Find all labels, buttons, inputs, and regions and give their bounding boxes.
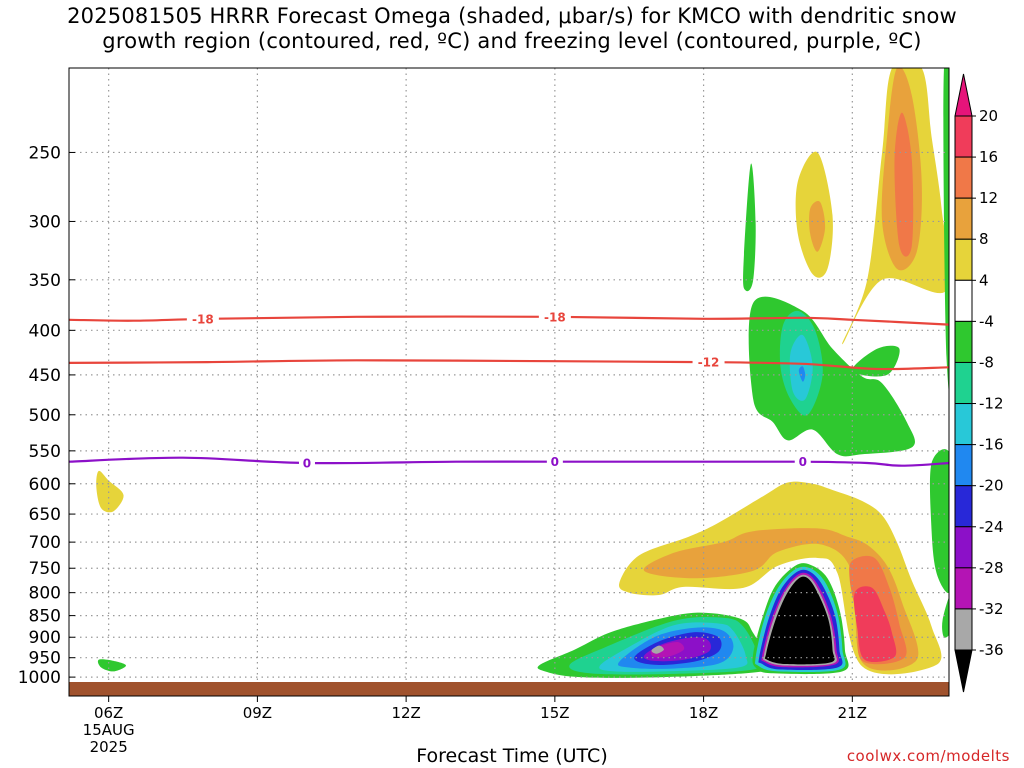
omega-region-33 — [764, 576, 835, 665]
y-tick-label-750: 750 — [29, 559, 61, 579]
colorbar-bin-4 — [954, 279, 973, 322]
colorbar-label-9: -20 — [979, 477, 1004, 495]
omega-region-17 — [643, 528, 919, 671]
y-tick-label-650: 650 — [29, 505, 61, 525]
omega-region-5 — [743, 163, 756, 292]
omega-region-4 — [809, 200, 826, 252]
freezing-contour-0-label-bg-0 — [298, 455, 315, 472]
omega-region-13 — [798, 366, 806, 382]
omega-region-15 — [97, 659, 126, 672]
colorbar-bin-12 — [954, 608, 973, 651]
dgz-contour-0-label-1: -18 — [544, 310, 566, 324]
ground-bar — [69, 682, 949, 696]
temperature-contours: -18 -18 -12 0 0 0 — [69, 308, 949, 472]
dgz-contour-0-label-bg-0 — [186, 310, 219, 327]
colorbar-over-triangle — [954, 73, 973, 117]
y-tick-label-250: 250 — [29, 143, 61, 163]
title-line-2: growth region (contoured, red, ºC) and f… — [102, 29, 922, 53]
x-year-label: 2025 — [90, 738, 128, 756]
colorbar-bin-1 — [954, 156, 973, 199]
colorbar-label-4: 4 — [979, 271, 989, 289]
colorbar-label-12: -32 — [979, 600, 1004, 618]
y-axis: 2503003504004505005506006507007508008509… — [18, 143, 75, 688]
colorbar-bin-3 — [954, 238, 973, 281]
y-tick-label-350: 350 — [29, 271, 61, 291]
title-line-1: 2025081505 HRRR Forecast Omega (shaded, … — [67, 4, 957, 28]
omega-region-14 — [96, 470, 124, 513]
omega-region-6 — [943, 68, 949, 395]
credit-link[interactable]: coolwx.com/modelts — [846, 747, 1010, 765]
y-tick-label-600: 600 — [29, 475, 61, 495]
plot-frame — [68, 67, 950, 697]
y-tick-label-700: 700 — [29, 533, 61, 553]
freezing-contour-0-label-1: 0 — [551, 455, 559, 469]
colorbar-label-3: 8 — [979, 230, 989, 248]
freezing-contour-0-label-bg-1 — [546, 453, 563, 470]
freezing-contour-0-label-bg-2 — [794, 453, 811, 470]
freezing-contour-0-label-0: 0 — [303, 457, 311, 471]
colorbar-bin-9 — [954, 485, 973, 528]
colorbar-bin-8 — [954, 444, 973, 487]
x-date-label: 15AUG — [83, 721, 135, 739]
omega-region-2 — [894, 112, 914, 257]
freezing-contour-0-label-2: 0 — [799, 455, 807, 469]
x-tick-label-15Z: 15Z — [540, 704, 569, 722]
y-tick-label-1000: 1000 — [18, 668, 61, 688]
omega-region-19 — [853, 586, 897, 663]
x-axis-title: Forecast Time (UTC) — [416, 745, 608, 767]
colorbar-bin-5 — [954, 320, 973, 363]
omega-shading — [96, 68, 949, 678]
x-tick-label-12Z: 12Z — [391, 704, 420, 722]
y-tick-label-500: 500 — [29, 406, 61, 426]
colorbar-bin-0 — [954, 115, 973, 158]
y-tick-label-800: 800 — [29, 584, 61, 604]
colorbar-label-5: -4 — [979, 312, 994, 330]
colorbar-bin-10 — [954, 526, 973, 569]
dgz-contour-0-label-bg-1 — [538, 308, 571, 325]
colorbar-bin-2 — [954, 197, 973, 240]
chart-title: 2025081505 HRRR Forecast Omega (shaded, … — [0, 4, 1024, 54]
colorbar-label-0: 20 — [979, 107, 998, 125]
omega-region-27 — [651, 645, 664, 654]
dgz-contour-0-line — [69, 315, 949, 326]
colorbar-label-6: -8 — [979, 353, 994, 371]
dgz-contour-1-label-bg-0 — [692, 354, 725, 371]
grid-lines — [69, 68, 949, 682]
colorbar-label-7: -12 — [979, 395, 1004, 413]
colorbar-label-11: -28 — [979, 559, 1004, 577]
dgz-contour-0-label-0: -18 — [192, 312, 214, 326]
omega-region-8 — [852, 345, 900, 377]
x-tick-label-21Z: 21Z — [838, 704, 867, 722]
colorbar: 20 16 12 8 4 -4 -8 -12 -16 -20 -24 -28 -32 -36 — [954, 73, 1004, 693]
y-tick-label-900: 900 — [29, 628, 61, 648]
omega-region-9 — [929, 449, 949, 594]
colorbar-label-1: 16 — [979, 148, 998, 166]
dgz-contour-1-line — [69, 359, 949, 371]
dgz-contour-1-label-0: -12 — [698, 356, 720, 370]
colorbar-under-triangle — [954, 649, 973, 693]
x-tick-label-18Z: 18Z — [689, 704, 718, 722]
x-tick-label-09Z: 09Z — [243, 704, 272, 722]
colorbar-label-2: 12 — [979, 189, 998, 207]
freezing-contour-0-line — [69, 456, 949, 467]
omega-region-10 — [942, 596, 949, 638]
y-tick-label-400: 400 — [29, 321, 61, 341]
y-tick-label-450: 450 — [29, 366, 61, 386]
colorbar-label-13: -36 — [979, 641, 1004, 659]
y-tick-label-850: 850 — [29, 607, 61, 627]
colorbar-label-8: -16 — [979, 436, 1004, 454]
y-tick-label-300: 300 — [29, 212, 61, 232]
x-tick-label-06Z: 06Z — [94, 704, 123, 722]
colorbar-label-10: -24 — [979, 518, 1004, 536]
colorbar-bin-6 — [954, 361, 973, 405]
y-tick-label-950: 950 — [29, 649, 61, 669]
colorbar-bin-11 — [954, 567, 973, 610]
y-tick-label-550: 550 — [29, 442, 61, 462]
omega-region-26 — [650, 642, 685, 658]
colorbar-bin-7 — [954, 403, 973, 446]
